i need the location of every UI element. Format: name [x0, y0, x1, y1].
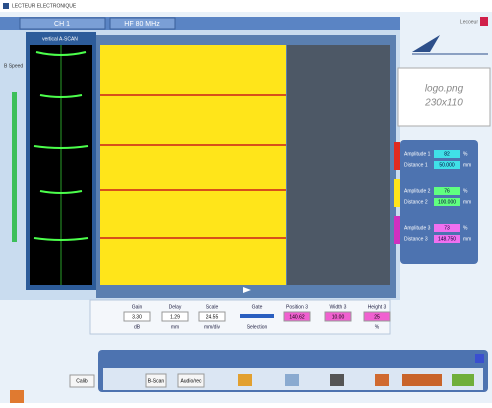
distance-field[interactable]	[434, 198, 460, 206]
company-logo	[412, 35, 440, 52]
distance-unit: mm	[463, 162, 471, 168]
logo-name: logo.png	[425, 84, 464, 95]
channel-select[interactable]	[19, 17, 106, 30]
amplitude-unit: %	[463, 151, 468, 157]
distance-unit: mm	[463, 199, 471, 205]
control-field[interactable]	[123, 311, 151, 322]
toolbar-icons[interactable]	[238, 374, 474, 386]
logo-size: 230x110	[424, 98, 463, 109]
channel: CH 1	[54, 21, 70, 28]
distance-label: Distance 2	[404, 199, 428, 205]
amplitude-label: Amplitude 2	[404, 188, 431, 194]
control-field[interactable]	[198, 311, 226, 322]
window-title: LECTEUR ELECTRONIQUE	[12, 3, 77, 9]
amplitude-value: 82	[444, 151, 450, 157]
control-unit: dB	[134, 324, 141, 330]
distance-label: Distance 3	[404, 236, 428, 242]
speed-bar	[12, 92, 17, 242]
channel-color	[394, 216, 400, 244]
control-value: 24.55	[206, 314, 219, 320]
amplitude-field[interactable]	[434, 224, 460, 232]
channel-color	[394, 179, 400, 207]
control-value: 3.30	[132, 314, 142, 320]
distance-field[interactable]	[434, 161, 460, 169]
close-button[interactable]	[480, 17, 488, 26]
control-label: Delay	[169, 304, 182, 310]
control-label: Gain	[132, 304, 143, 310]
control-label: Position 3	[286, 304, 308, 310]
bscan-image	[100, 45, 286, 285]
ascan-label: vertical A-SCAN	[42, 36, 78, 42]
calib-label: Calib	[76, 378, 88, 384]
control-field[interactable]	[161, 311, 189, 322]
app-icon	[3, 3, 9, 9]
control-label: Width 3	[330, 304, 347, 310]
control-unit: mm/div	[204, 324, 221, 330]
channel-color	[394, 142, 400, 170]
play-arrow[interactable]	[243, 287, 251, 293]
distance-value: 148.750	[438, 236, 456, 242]
amplitude-value: 76	[444, 188, 450, 194]
toolbar-icon[interactable]	[475, 354, 484, 363]
company: Lecoeur	[460, 19, 478, 25]
control-label: Height 3	[368, 304, 387, 310]
control-unit: mm	[171, 324, 179, 330]
ascan-echoes	[33, 51, 89, 241]
frequency: HF 80 MHz	[124, 21, 160, 28]
distance-field[interactable]	[434, 235, 460, 243]
control-unit: %	[375, 324, 380, 330]
amplitude-value: 73	[444, 225, 450, 231]
bscan-label: B-Scan	[148, 378, 165, 384]
control-unit: Selection	[247, 324, 268, 330]
control-value: 1.29	[170, 314, 180, 320]
audio-button[interactable]	[177, 373, 205, 388]
control-label: Gate	[252, 304, 263, 310]
echo-lines	[100, 94, 286, 239]
status-icon	[10, 390, 24, 403]
control-field[interactable]	[283, 311, 311, 322]
control-value: 10.00	[332, 314, 345, 320]
gate-slider[interactable]	[240, 314, 274, 318]
amplitude-field[interactable]	[434, 187, 460, 195]
speed-label: B Speed	[4, 63, 23, 69]
distance-label: Distance 1	[404, 162, 428, 168]
distance-unit: mm	[463, 236, 471, 242]
control-label: Scale	[206, 304, 219, 310]
bscan-empty	[287, 45, 390, 285]
amplitude-unit: %	[463, 188, 468, 194]
control-value: 25	[374, 314, 380, 320]
amplitude-field[interactable]	[434, 150, 460, 158]
title-bar	[0, 0, 492, 12]
distance-value: 50.000	[439, 162, 455, 168]
calib-button[interactable]	[69, 374, 95, 388]
control-field[interactable]	[363, 311, 391, 322]
amplitude-unit: %	[463, 225, 468, 231]
control-value: 140.62	[289, 314, 305, 320]
amplitude-label: Amplitude 1	[404, 151, 431, 157]
frequency-select[interactable]	[109, 17, 176, 30]
distance-value: 100.000	[438, 199, 456, 205]
audio-label: Audio/rec	[180, 378, 202, 384]
amplitude-label: Amplitude 3	[404, 225, 431, 231]
bscan-button[interactable]	[145, 373, 167, 388]
control-field[interactable]	[324, 311, 352, 322]
logo-placeholder	[397, 67, 491, 127]
